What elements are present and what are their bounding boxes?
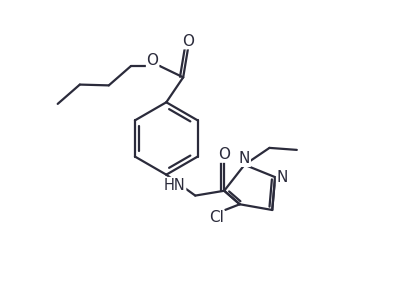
Text: O: O	[182, 34, 194, 49]
Text: O: O	[147, 52, 159, 68]
Text: N: N	[277, 170, 288, 185]
Text: N: N	[239, 151, 250, 166]
Text: Cl: Cl	[209, 210, 224, 225]
Text: O: O	[218, 147, 230, 162]
Text: HN: HN	[164, 178, 185, 193]
